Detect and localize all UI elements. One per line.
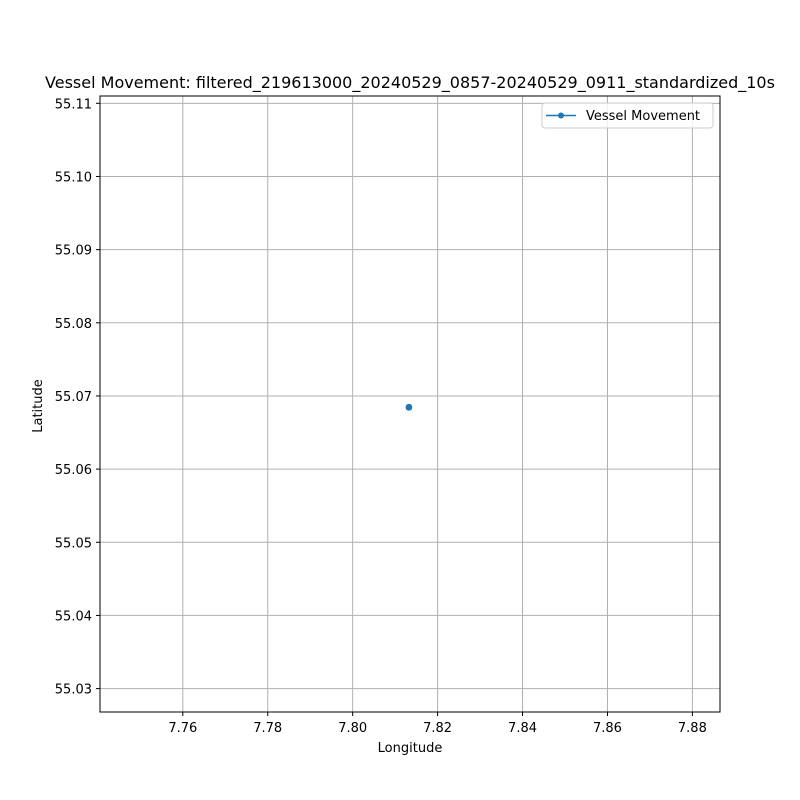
y-tick-label: 55.11	[55, 97, 92, 112]
y-tick-label: 55.07	[55, 390, 92, 405]
y-tick-label: 55.09	[55, 244, 92, 259]
legend-marker-swatch	[558, 112, 564, 119]
x-tick-label: 7.80	[338, 721, 367, 736]
plot-frame	[99, 95, 721, 713]
y-tick-label: 55.03	[55, 683, 92, 698]
series-layer	[405, 403, 413, 411]
y-axis-ticks: 55.03 55.04 55.05 55.06 55.07 55.08 55.09 55.10…	[55, 97, 100, 698]
x-axis-ticks: 7.76 7.78 7.80 7.82 7.84 7.86 7.88	[168, 712, 707, 736]
x-tick-label: 7.84	[508, 721, 537, 736]
y-tick-label: 55.05	[55, 536, 92, 551]
x-tick-label: 7.78	[253, 721, 282, 736]
y-tick-label: 55.08	[55, 317, 92, 332]
y-tick-label: 55.10	[55, 170, 92, 185]
grid	[100, 96, 720, 712]
y-tick-label: 55.04	[55, 609, 92, 624]
legend: Vessel Movement	[541, 102, 714, 129]
y-tick-label: 55.06	[55, 463, 92, 478]
x-tick-label: 7.76	[168, 721, 197, 736]
x-tick-label: 7.88	[678, 721, 707, 736]
legend-box	[541, 102, 714, 129]
chart-title: Vessel Movement: filtered_219613000_2024…	[45, 73, 775, 93]
x-tick-label: 7.86	[593, 721, 622, 736]
y-axis-label: Latitude	[31, 379, 46, 433]
legend-label: Vessel Movement	[586, 109, 700, 124]
x-tick-label: 7.82	[423, 721, 452, 736]
data-point	[405, 404, 412, 411]
x-axis-label: Longitude	[378, 741, 443, 756]
